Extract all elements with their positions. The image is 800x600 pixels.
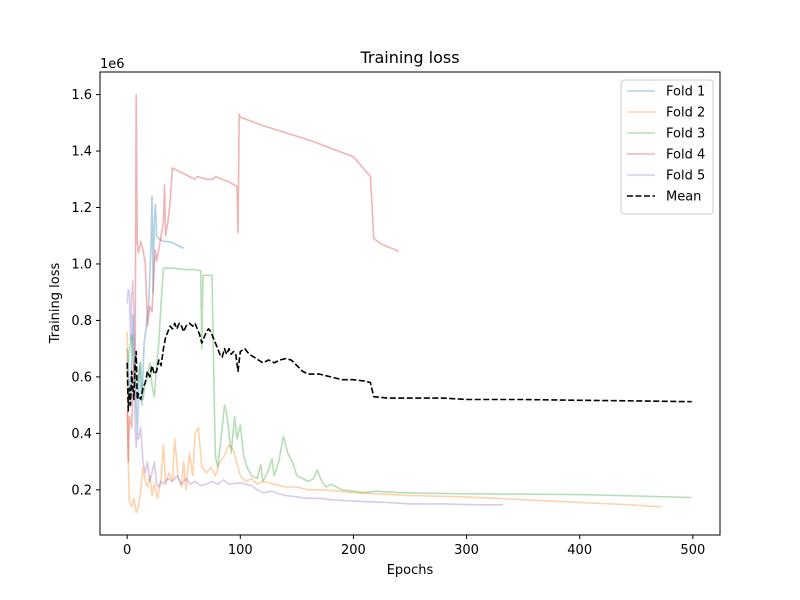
chart-title: Training loss xyxy=(359,48,459,67)
y-tick-label: 0.4 xyxy=(71,427,92,442)
y-tick-label: 1.6 xyxy=(71,88,92,103)
series-line-mean xyxy=(126,322,692,412)
series-line-fold-2 xyxy=(126,331,662,514)
legend-label: Fold 3 xyxy=(666,127,705,142)
y-tick-label: 0.2 xyxy=(71,483,92,498)
series-line-fold-1 xyxy=(126,195,185,435)
series-line-fold-5 xyxy=(126,280,503,506)
y-tick-label: 0.8 xyxy=(71,314,92,329)
y-tick-label: 0.6 xyxy=(71,370,92,385)
legend-label: Fold 4 xyxy=(666,148,705,163)
x-tick-label: 200 xyxy=(341,543,366,558)
axes-frame xyxy=(99,71,721,536)
x-tick-label: 500 xyxy=(680,543,705,558)
y-axis-offset-label: 1e6 xyxy=(100,57,125,72)
x-tick-label: 300 xyxy=(454,543,479,558)
x-axis-label: Epochs xyxy=(387,563,434,578)
y-axis-label: Training loss xyxy=(48,263,63,345)
series-line-fold-3 xyxy=(126,267,692,499)
legend-label: Fold 2 xyxy=(666,106,705,121)
x-tick-label: 0 xyxy=(123,543,131,558)
y-tick-label: 1.0 xyxy=(71,257,92,272)
legend-label: Mean xyxy=(666,190,701,205)
legend-label: Fold 1 xyxy=(666,85,705,100)
axes: 0 100 200 300 400 500 0.2 0.4 0.6 0.8 1.0 1.2 1.4 1.6 xyxy=(71,71,721,558)
legend-box xyxy=(620,79,714,215)
legend: Fold 1 Fold 2 Fold 3 Fold 4 Fold 5 Mean xyxy=(620,79,714,215)
y-tick-label: 1.4 xyxy=(71,145,92,160)
plot-area xyxy=(126,93,692,514)
series-line-fold-4 xyxy=(126,93,400,463)
legend-label: Fold 5 xyxy=(666,169,705,184)
x-tick-label: 100 xyxy=(228,543,253,558)
x-tick-label: 400 xyxy=(567,543,592,558)
y-tick-label: 1.2 xyxy=(71,201,92,216)
